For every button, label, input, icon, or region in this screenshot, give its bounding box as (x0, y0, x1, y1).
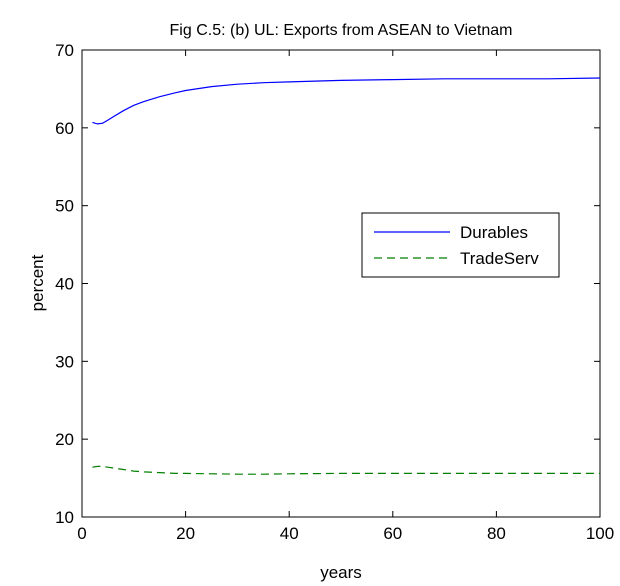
y-tick-label: 20 (55, 430, 74, 449)
x-tick-label: 100 (586, 524, 614, 543)
legend-label-tradeserv: TradeServ (460, 249, 539, 268)
y-tick-label: 40 (55, 275, 74, 294)
axis-ticks: 0 20 40 60 80 100 10 20 30 40 50 60 70 (55, 41, 614, 543)
series-layer (92, 77, 601, 475)
plot-area (81, 49, 601, 518)
x-axis-label: years (320, 563, 362, 582)
legend-box (361, 212, 560, 278)
chart-title: Fig C.5: (b) UL: Exports from ASEAN to V… (170, 22, 513, 39)
y-tick-label: 50 (55, 197, 74, 216)
y-tick-label: 10 (55, 508, 74, 527)
y-tick-label: 30 (55, 352, 74, 371)
legend-label-durables: Durables (460, 223, 528, 242)
x-tick-label: 60 (383, 524, 402, 543)
x-tick-label: 0 (77, 524, 86, 543)
legend: Durables TradeServ (361, 212, 560, 278)
x-tick-label: 80 (487, 524, 506, 543)
series-line-durables (92, 77, 601, 125)
y-tick-label: 70 (55, 41, 74, 60)
y-tick-label: 60 (55, 119, 74, 138)
x-tick-label: 40 (280, 524, 299, 543)
x-tick-label: 20 (176, 524, 195, 543)
series-line-tradeserv (92, 465, 600, 475)
y-axis-label: percent (28, 254, 47, 311)
